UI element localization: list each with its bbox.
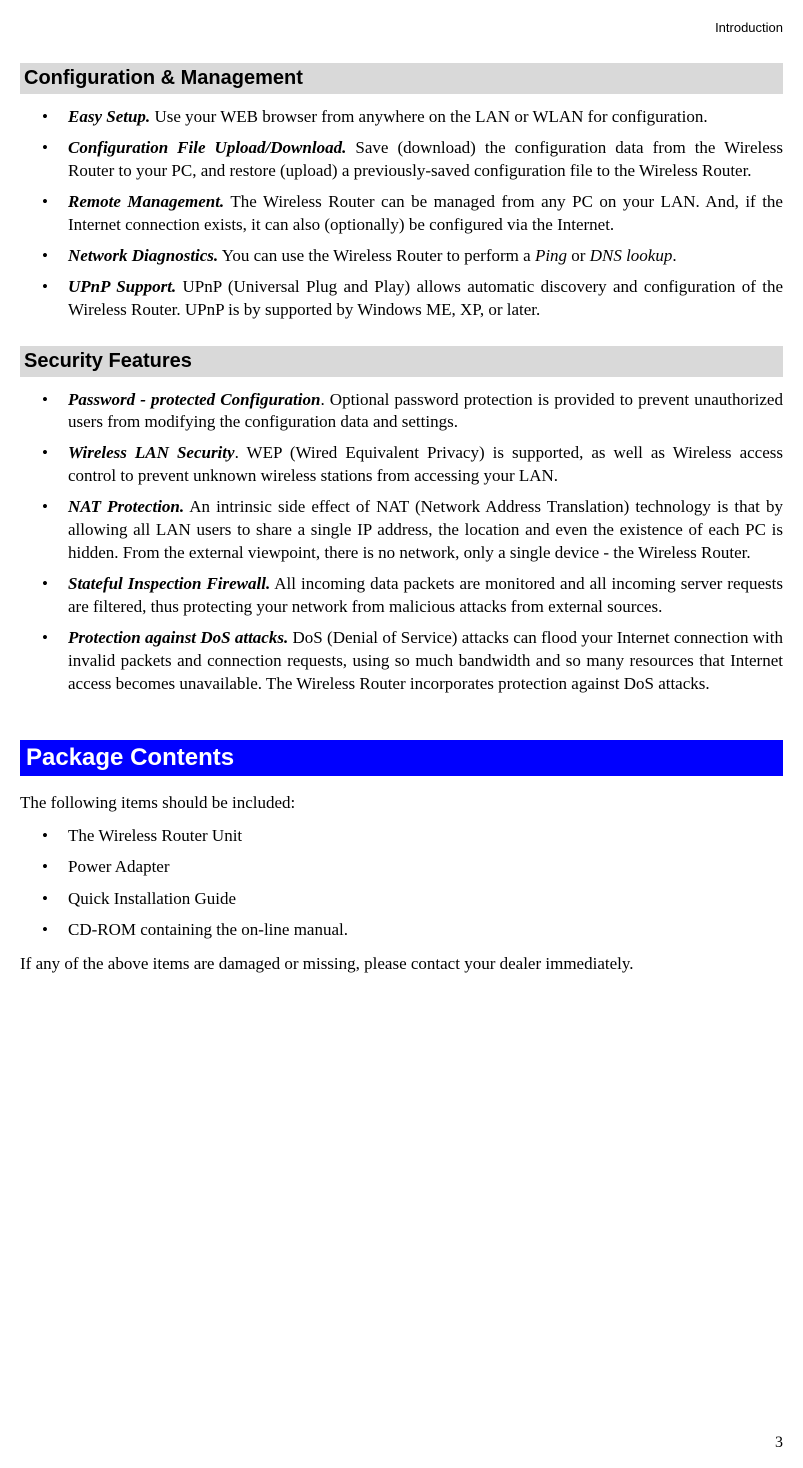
feature-title: Wireless LAN Security [68,443,235,462]
package-intro: The following items should be included: [20,792,783,815]
list-item: Quick Installation Guide [46,886,783,912]
list-item: Network Diagnostics. You can use the Wir… [46,245,783,268]
feature-body: You can use the Wireless Router to perfo… [218,246,535,265]
list-item: Wireless LAN Security. WEP (Wired Equiva… [46,442,783,488]
list-item: Configuration File Upload/Download. Save… [46,137,783,183]
feature-title: Configuration File Upload/Download. [68,138,346,157]
feature-body: UPnP (Universal Plug and Play) allows au… [68,277,783,319]
feature-title: UPnP Support. [68,277,176,296]
config-feature-list: Easy Setup. Use your WEB browser from an… [20,106,783,322]
section-heading-security: Security Features [20,346,783,377]
list-item: Power Adapter [46,854,783,880]
italic-text: Ping [535,246,567,265]
list-item: Password - protected Configuration. Opti… [46,389,783,435]
section-heading-package: Package Contents [20,740,783,776]
feature-title: Network Diagnostics. [68,246,218,265]
feature-title: Stateful Inspection Firewall. [68,574,270,593]
italic-text: DNS lookup [590,246,673,265]
list-item: Remote Management. The Wireless Router c… [46,191,783,237]
feature-title: Easy Setup. [68,107,150,126]
page: Introduction Configuration & Management … [0,0,803,1468]
section-heading-config: Configuration & Management [20,63,783,94]
feature-title: Remote Management. [68,192,224,211]
package-list: The Wireless Router Unit Power Adapter Q… [20,823,783,943]
list-item: Stateful Inspection Firewall. All incomi… [46,573,783,619]
feature-title: Protection against DoS attacks. [68,628,288,647]
list-item: The Wireless Router Unit [46,823,783,849]
running-header: Introduction [20,20,783,35]
feature-body: or [567,246,590,265]
page-number: 3 [775,1434,783,1452]
package-outro: If any of the above items are damaged or… [20,953,783,976]
feature-title: Password - protected Configuration [68,390,320,409]
list-item: UPnP Support. UPnP (Universal Plug and P… [46,276,783,322]
list-item: Easy Setup. Use your WEB browser from an… [46,106,783,129]
feature-body: . [672,246,676,265]
list-item: Protection against DoS attacks. DoS (Den… [46,627,783,696]
list-item: NAT Protection. An intrinsic side effect… [46,496,783,565]
list-item: CD-ROM containing the on-line manual. [46,917,783,943]
security-feature-list: Password - protected Configuration. Opti… [20,389,783,696]
feature-title: NAT Protection. [68,497,184,516]
feature-body: Use your WEB browser from anywhere on th… [150,107,707,126]
